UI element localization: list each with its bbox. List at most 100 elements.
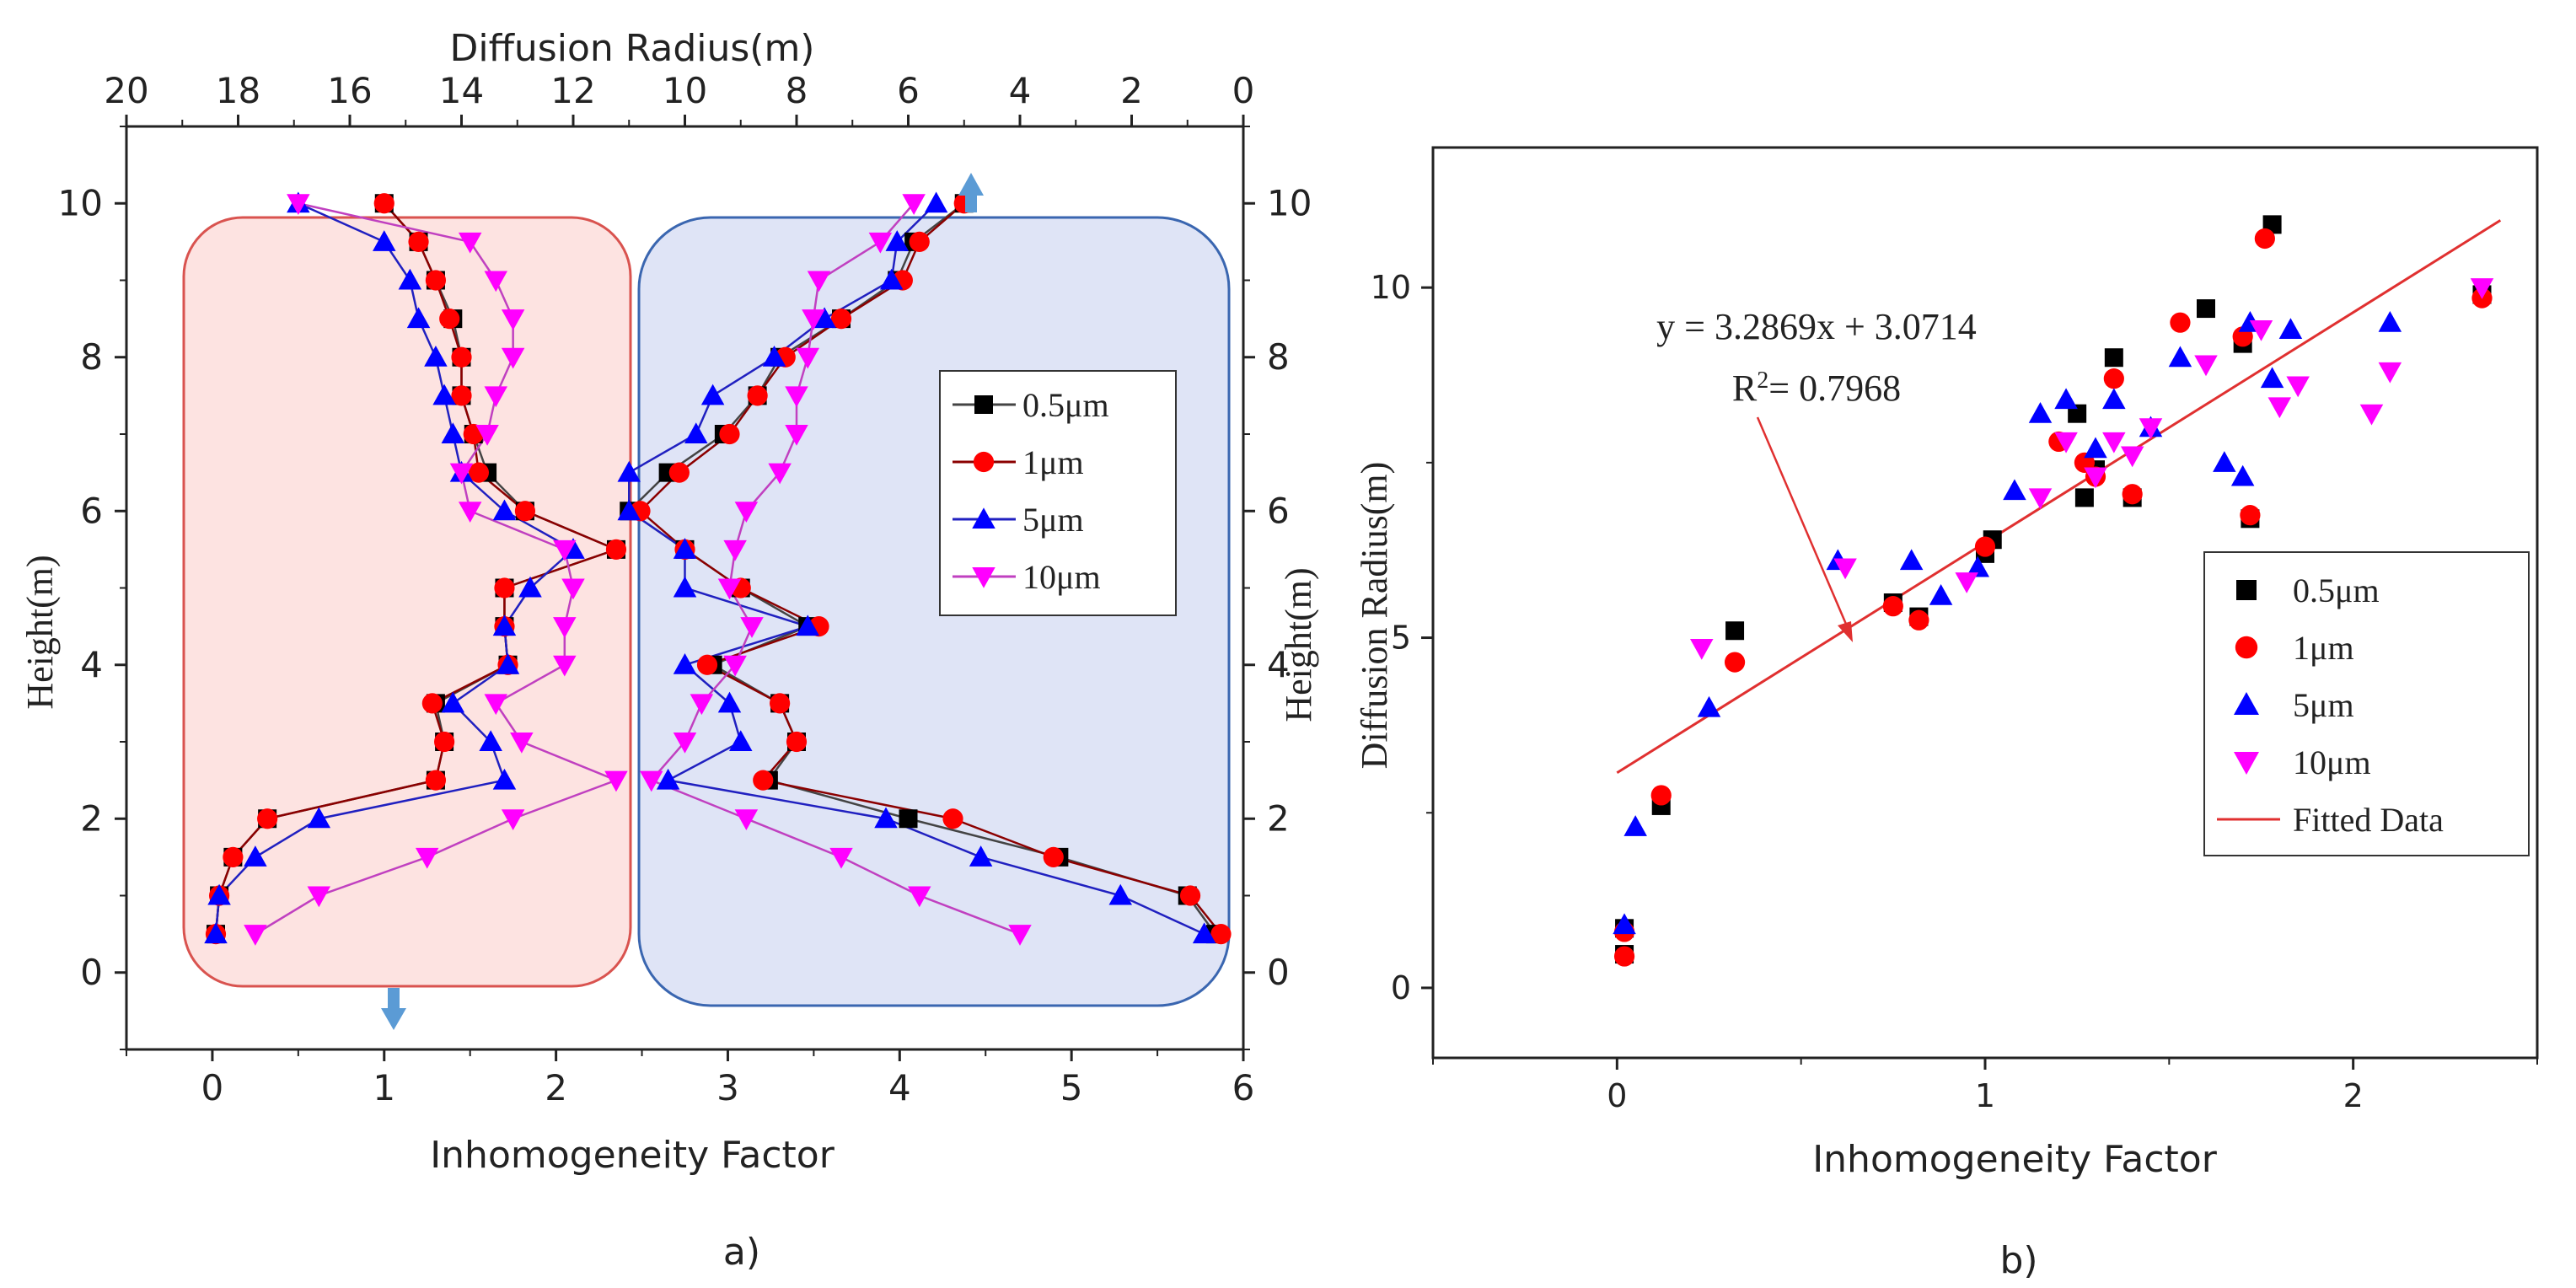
a-radius-point-s5: [874, 807, 898, 829]
a-radius-point-s10: [673, 733, 697, 754]
a-radius-point-s10: [802, 309, 825, 330]
a-radius-point-s10: [690, 694, 714, 716]
b-point-s5: [2378, 310, 2402, 332]
a-top-x-tick-label: 4: [1009, 70, 1032, 111]
a-radius-point-s5: [885, 230, 909, 251]
a-right-y-tick-label: 4: [1267, 644, 1290, 685]
a-legend-marker: [972, 507, 996, 529]
left-region-box: [182, 216, 632, 988]
a-legend-label: 1μm: [1022, 443, 1084, 481]
b-point-s1: [1908, 609, 1929, 631]
a-radius-point-s1: [1179, 885, 1201, 906]
a-radius-point-s5: [729, 730, 753, 751]
a-factor-point-s10: [501, 347, 525, 369]
a-factor-point-s10: [561, 578, 585, 600]
a-radius-point-s10: [1008, 925, 1032, 946]
a-radius-point-s5: [813, 307, 836, 329]
a-radius-point-s1: [696, 654, 718, 675]
a-x-tick-label: 2: [545, 1067, 567, 1108]
b-legend-box: [2203, 551, 2530, 856]
up-arrow-icon: [958, 173, 984, 212]
a-radius-point-s1: [747, 385, 768, 406]
a-radius-point-s5: [879, 268, 904, 290]
b-point-s5: [1966, 555, 1990, 577]
b-legend-marker: [2236, 580, 2257, 600]
a-right-y-tick-label: 8: [1267, 336, 1290, 378]
a-x-tick-label: 6: [1232, 1067, 1255, 1108]
b-point-s10: [1690, 639, 1714, 660]
b-point-s5: [1929, 583, 1953, 605]
a-radius-point-s10: [908, 886, 931, 908]
a-radius-point-s10: [723, 655, 747, 677]
a-top-x-tick-label: 12: [550, 70, 595, 111]
b-legend-label: 5μm: [2293, 686, 2354, 724]
a-y-tick-label: 10: [58, 182, 103, 223]
a-y-tick-label: 4: [80, 644, 103, 685]
a-factor-point-s5: [307, 807, 331, 829]
a-x-tick-label: 4: [888, 1067, 911, 1108]
b-point-s1: [1882, 596, 1903, 617]
panel-a: 0 1 2 3 4 5 620 18 16 14 12 10 8 6 4 2 00 02 24 46 68 810 10 0…: [19, 27, 1319, 1274]
a-legend-label: 0.5μm: [1022, 386, 1109, 424]
a-right-y-tick-label: 2: [1267, 797, 1290, 839]
a-legend-marker: [972, 567, 996, 588]
a-factor-point-s5: [441, 422, 465, 443]
b-point-s5: [2102, 388, 2126, 410]
b-point-s10: [1955, 572, 1978, 593]
fit-equation: y = 3.2869x + 3.0714: [1656, 306, 1977, 347]
a-factor-point-s10: [553, 617, 577, 638]
a-legend-label: 10μm: [1022, 558, 1101, 596]
b-point-s5: [2230, 464, 2255, 486]
a-radius-point-s10: [717, 578, 742, 600]
a-factor-point-s10: [449, 463, 474, 485]
a-factor-point-s5: [398, 268, 422, 290]
a-factor-point-s1: [514, 501, 536, 522]
b-fit-line: [1616, 219, 2502, 775]
a-y-tick-label: 6: [80, 490, 103, 531]
a-y-tick-label: 0: [80, 952, 103, 993]
a-radius-point-s5: [684, 422, 708, 443]
b-point-s05: [2197, 299, 2215, 319]
a-factor-point-s5: [492, 499, 517, 521]
b-x-axis-label: Inhomogeneity Factor: [1812, 1138, 2218, 1181]
a-radius-point-s1: [909, 231, 930, 252]
b-point-s5: [1899, 549, 1924, 571]
b-point-s05: [2074, 488, 2094, 507]
a-radius-point-s10: [785, 386, 808, 408]
a-radius-point-s5: [656, 768, 680, 790]
a-top-x-tick-label: 8: [786, 70, 808, 111]
a-factor-point-s10: [415, 847, 439, 869]
b-point-s5: [2054, 388, 2078, 410]
a-factor-point-s10: [475, 425, 499, 446]
a-radius-point-s10: [807, 271, 831, 292]
b-x-tick-label: 2: [2343, 1077, 2364, 1114]
b-point-s10: [2120, 446, 2144, 468]
b-point-s5: [2003, 479, 2026, 501]
b-legend-label: 10μm: [2293, 743, 2371, 781]
a-factor-point-s10: [484, 271, 508, 292]
a-radius-point-s1: [942, 808, 963, 829]
b-point-s10: [2249, 320, 2273, 341]
b-point-s10: [2378, 362, 2402, 384]
a-top-x-tick-label: 16: [327, 70, 372, 111]
panel-b-label: b): [1999, 1239, 2037, 1282]
a-factor-point-s1: [223, 846, 244, 867]
b-point-s10: [2102, 432, 2126, 453]
a-top-x-tick-label: 10: [663, 70, 707, 111]
panel-b: 0 1 2 0 5 10 0.5μm 1μm 5μm 10μm Fitted Data y = 3…: [1354, 146, 2539, 1282]
b-point-s10: [2139, 418, 2163, 440]
a-factor-point-s5: [207, 883, 231, 905]
a-radius-point-s10: [740, 617, 764, 638]
b-point-s5: [2278, 318, 2303, 339]
a-top-x-tick-label: 0: [1232, 70, 1255, 111]
b-point-s5: [1623, 815, 1647, 836]
a-factor-point-s10: [307, 886, 331, 908]
a-y-tick-label: 2: [80, 797, 103, 839]
a-radius-point-s5: [673, 653, 697, 674]
a-legend: 0.5μm 1μm 5μm 10μm: [939, 370, 1177, 616]
fit-r2-value: = 0.7968: [1768, 368, 1901, 409]
b-point-s10: [2286, 376, 2310, 398]
b-y-tick-label: 5: [1391, 620, 1411, 657]
b-point-s5: [2168, 346, 2192, 368]
b-point-s5: [2213, 451, 2236, 472]
